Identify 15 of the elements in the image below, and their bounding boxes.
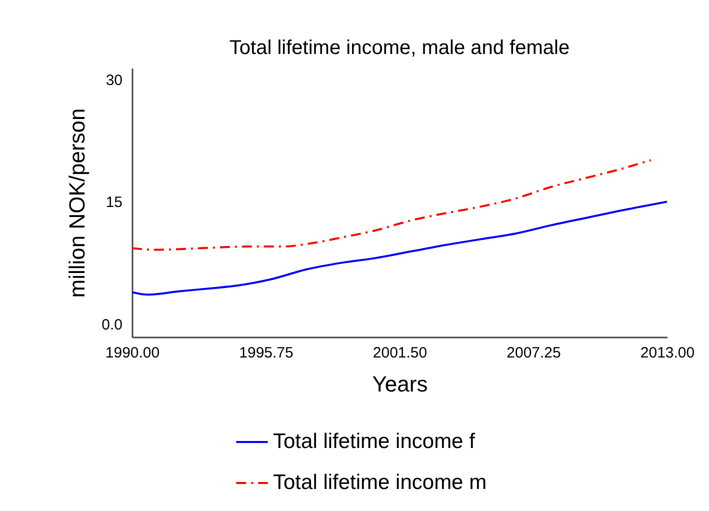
x-tick-label: 2013.00	[640, 344, 695, 362]
y-tick-label: 0.0	[102, 316, 122, 334]
line-series	[132, 159, 652, 251]
x-tick-label: 1995.75	[239, 344, 294, 362]
x-tick-label: 2007.25	[506, 344, 561, 362]
x-tick-label: 2001.50	[372, 344, 428, 362]
chart-title: Total lifetime income, male and female	[229, 37, 570, 59]
legend-label: Total lifetime income m	[273, 471, 487, 494]
x-axis-title: Years	[372, 372, 428, 396]
y-tick-label: 30	[106, 72, 122, 89]
line-series	[132, 200, 667, 296]
y-axis-title: million NOK/person	[64, 108, 90, 298]
y-tick-label: 15	[106, 194, 122, 212]
legend-label: Total lifetime income f	[273, 430, 476, 453]
x-tick-label: 1990.00	[105, 344, 160, 362]
